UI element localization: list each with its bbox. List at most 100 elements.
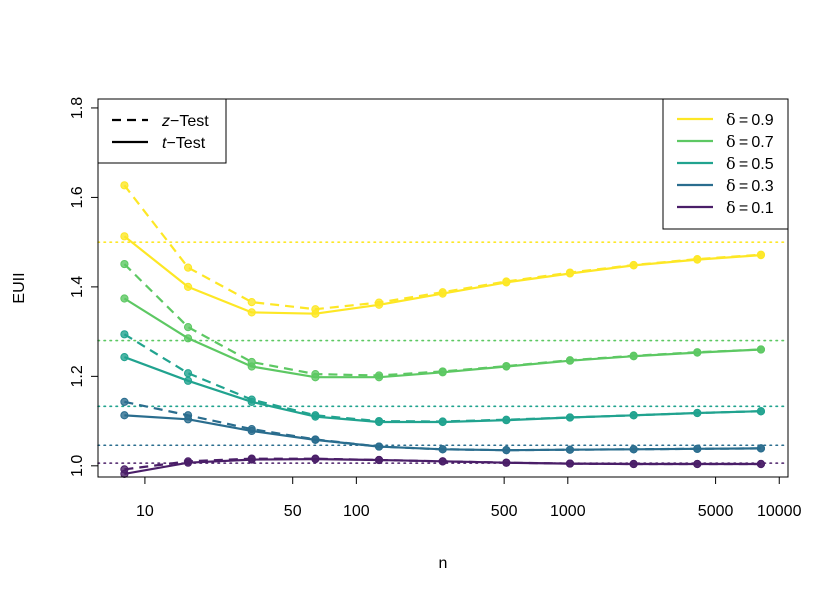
x-tick-label: 5000 bbox=[698, 503, 734, 520]
data-point-t bbox=[374, 455, 384, 465]
data-point-z bbox=[183, 263, 193, 272]
data-point-t bbox=[502, 278, 511, 287]
data-point-t bbox=[247, 455, 256, 464]
x-tick-label: 10 bbox=[136, 503, 154, 520]
legend-text-delta: = 0.1 bbox=[736, 200, 774, 217]
legend-symbol-delta: δ bbox=[726, 176, 736, 195]
legend-text-delta: = 0.9 bbox=[736, 112, 774, 129]
data-point-t bbox=[311, 435, 320, 444]
data-point-t bbox=[374, 300, 384, 309]
data-point-t bbox=[438, 289, 447, 298]
data-point-t bbox=[502, 446, 511, 455]
data-point-t bbox=[693, 408, 702, 418]
series-line-t bbox=[123, 297, 761, 379]
data-point-t bbox=[629, 261, 638, 270]
data-point-t bbox=[629, 445, 638, 454]
series-line-t bbox=[124, 356, 761, 424]
data-point-t bbox=[247, 308, 256, 317]
data-point-t bbox=[693, 348, 702, 357]
data-point-t bbox=[183, 458, 193, 467]
data-point-t bbox=[693, 459, 702, 469]
data-point-t bbox=[120, 353, 129, 362]
legend-tests-box bbox=[97, 98, 227, 164]
data-point-t bbox=[438, 457, 447, 466]
x-tick-label: 10000 bbox=[757, 503, 802, 520]
data-point-t bbox=[756, 345, 766, 354]
legend-symbol-z: z bbox=[161, 113, 170, 130]
y-tick-label: 1.8 bbox=[69, 97, 86, 119]
data-point-t bbox=[438, 445, 447, 454]
legend-text-delta: = 0.7 bbox=[736, 134, 774, 151]
data-point-t bbox=[629, 352, 638, 361]
legend-symbol-delta: δ bbox=[726, 198, 736, 217]
data-point-t bbox=[693, 255, 702, 264]
data-point-t bbox=[311, 373, 320, 382]
data-point-t bbox=[629, 459, 638, 469]
data-point-t bbox=[374, 417, 384, 427]
data-point-t bbox=[311, 455, 320, 464]
legend-symbol-delta: δ bbox=[726, 110, 736, 129]
y-tick-label: 1.4 bbox=[69, 276, 86, 298]
data-point-t bbox=[438, 368, 447, 377]
legend-label-delta: δ = 0.9 bbox=[726, 110, 774, 129]
legend-label-delta: δ = 0.5 bbox=[726, 154, 774, 173]
data-point-t bbox=[502, 362, 511, 371]
data-point-t bbox=[120, 469, 129, 478]
data-point-t bbox=[183, 415, 193, 424]
y-axis: 1.0 1.2 1.4 1.6 1.8 bbox=[69, 97, 99, 477]
y-tick-label: 1.2 bbox=[69, 365, 86, 387]
data-point-t bbox=[120, 232, 129, 241]
data-point-z bbox=[183, 323, 193, 332]
data-point-t bbox=[756, 444, 766, 453]
y-axis-label: EUII bbox=[11, 272, 28, 303]
legend-text-z: −Test bbox=[170, 113, 209, 130]
legend-symbol-t: t bbox=[162, 135, 167, 152]
data-point-z bbox=[247, 297, 256, 307]
data-point-t bbox=[374, 442, 384, 451]
data-point-z bbox=[120, 181, 129, 190]
data-point-t bbox=[247, 362, 256, 371]
legend-symbol-delta: δ bbox=[726, 132, 736, 151]
legend-label-t: t−Test bbox=[162, 135, 206, 152]
data-point-t bbox=[565, 459, 575, 468]
series-line-z bbox=[123, 263, 761, 377]
data-point-t bbox=[247, 426, 256, 436]
data-point-t bbox=[120, 411, 129, 420]
series-line-z bbox=[123, 184, 761, 311]
data-point-t bbox=[756, 407, 766, 416]
data-point-t bbox=[565, 413, 575, 422]
data-point-z bbox=[120, 330, 129, 339]
data-point-z bbox=[183, 369, 193, 378]
data-point-t bbox=[565, 269, 575, 278]
data-point-t bbox=[629, 411, 638, 420]
data-point-t bbox=[502, 458, 511, 467]
legend-text-t: −Test bbox=[166, 135, 205, 152]
x-axis-label: n bbox=[439, 555, 448, 572]
data-point-t bbox=[183, 282, 193, 291]
data-point-t bbox=[374, 373, 384, 382]
x-tick-label: 500 bbox=[491, 503, 518, 520]
reference-lines bbox=[97, 241, 789, 464]
y-tick-label: 1.0 bbox=[69, 455, 86, 477]
legend-label-z: z−Test bbox=[161, 113, 209, 130]
data-point-t bbox=[183, 334, 193, 343]
data-point-t bbox=[693, 444, 702, 453]
x-tick-label: 1000 bbox=[550, 503, 586, 520]
x-tick-label: 50 bbox=[284, 503, 302, 520]
data-point-t bbox=[247, 397, 256, 406]
data-point-t bbox=[756, 459, 766, 469]
series-line-t bbox=[123, 235, 761, 315]
data-point-z bbox=[120, 259, 129, 269]
legend-text-delta: = 0.3 bbox=[736, 178, 774, 195]
data-point-t bbox=[756, 251, 766, 260]
legend-deltas: δ = 0.9δ = 0.7δ = 0.5δ = 0.3δ = 0.1 bbox=[662, 98, 789, 230]
legend-text-delta: = 0.5 bbox=[736, 156, 774, 173]
y-tick-label: 1.6 bbox=[69, 186, 86, 208]
series-points bbox=[120, 181, 766, 478]
x-axis: 10 50 100 500 1000 5000 10000 bbox=[136, 476, 802, 520]
data-point-z bbox=[120, 397, 129, 406]
data-point-t bbox=[502, 416, 511, 425]
data-point-t bbox=[311, 309, 320, 318]
